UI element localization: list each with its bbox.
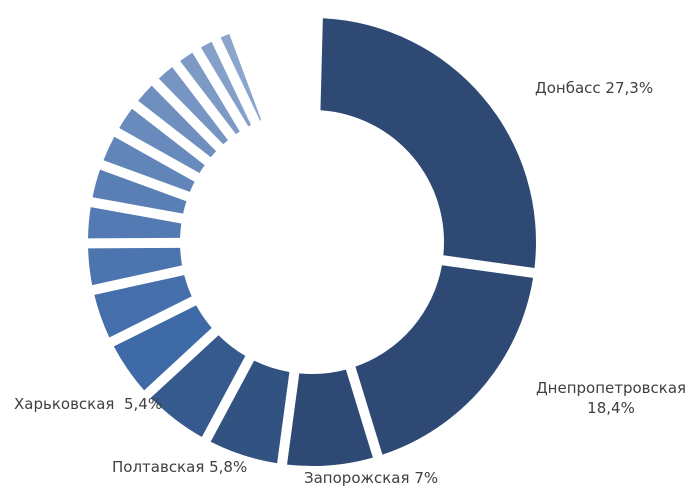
donut-slice-2 bbox=[287, 369, 373, 466]
donut-slice-5 bbox=[113, 305, 212, 391]
label-dnepropetrovsk: Днепропетровская 18,4% bbox=[535, 379, 687, 417]
donut-slice-6 bbox=[94, 275, 192, 338]
donut-slice-4 bbox=[150, 335, 246, 438]
donut-slice-3 bbox=[210, 360, 290, 464]
donut-slice-1 bbox=[355, 265, 534, 455]
donut-slice-15 bbox=[200, 41, 252, 127]
donut-slice-8 bbox=[88, 207, 182, 239]
donut-slice-10 bbox=[103, 136, 195, 192]
label-zaporozhye: Запорожская 7% bbox=[304, 469, 439, 487]
donut-slice-11 bbox=[119, 108, 205, 174]
label-poltava: Полтавская 5,8% bbox=[112, 458, 248, 476]
donut-slice-0 bbox=[320, 18, 536, 269]
donut-slice-13 bbox=[158, 67, 228, 145]
donut-slice-12 bbox=[138, 85, 217, 158]
label-kharkov: Харьковская 5,4% bbox=[14, 395, 163, 413]
donut-slice-7 bbox=[88, 247, 183, 286]
donut-slice-16 bbox=[220, 33, 262, 121]
donut-slice-14 bbox=[180, 52, 240, 135]
donut-slice-9 bbox=[92, 169, 187, 214]
label-donbass: Донбасс 27,3% bbox=[535, 79, 654, 97]
